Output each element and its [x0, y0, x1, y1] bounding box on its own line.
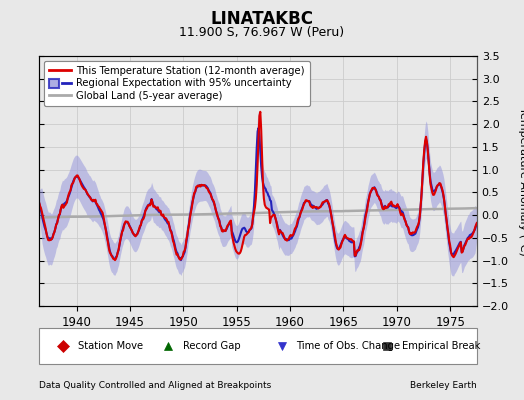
Text: LINATAKBC: LINATAKBC: [211, 10, 313, 28]
Legend: This Temperature Station (12-month average), Regional Expectation with 95% uncer: This Temperature Station (12-month avera…: [45, 61, 310, 106]
Text: Data Quality Controlled and Aligned at Breakpoints: Data Quality Controlled and Aligned at B…: [39, 381, 271, 390]
Text: Empirical Break: Empirical Break: [401, 341, 480, 351]
Text: Record Gap: Record Gap: [183, 341, 241, 351]
Text: Time of Obs. Change: Time of Obs. Change: [297, 341, 401, 351]
Text: Station Move: Station Move: [78, 341, 143, 351]
Text: 11.900 S, 76.967 W (Peru): 11.900 S, 76.967 W (Peru): [179, 26, 345, 39]
FancyBboxPatch shape: [39, 328, 477, 364]
Text: Berkeley Earth: Berkeley Earth: [410, 381, 477, 390]
Y-axis label: Temperature Anomaly (°C): Temperature Anomaly (°C): [518, 107, 524, 255]
